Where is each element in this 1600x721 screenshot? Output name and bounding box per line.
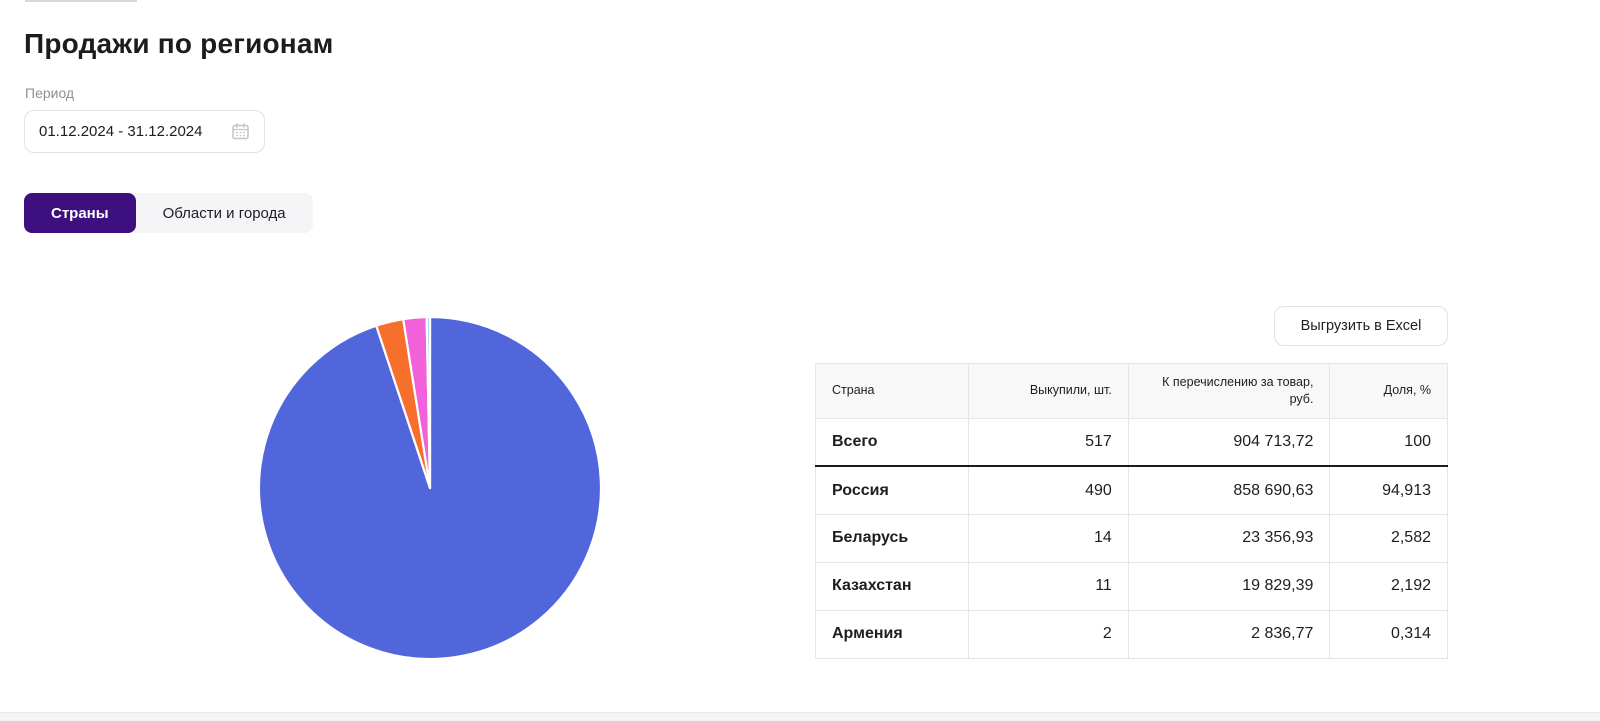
cell-share: 2,582 (1329, 513, 1448, 563)
table-row: Казахстан 11 19 829,39 2,192 (815, 561, 1448, 611)
cell-qty: 14 (967, 513, 1129, 563)
tab-regions-cities[interactable]: Области и города (136, 193, 313, 233)
cell-country: Беларусь (815, 513, 969, 563)
pie-slice-3[interactable] (425, 315, 432, 490)
cell-qty: 490 (967, 465, 1129, 515)
column-header-share-pct: Доля, % (1329, 363, 1448, 419)
cell-amount: 904 713,72 (1127, 417, 1331, 468)
cell-share: 0,314 (1329, 609, 1448, 659)
period-date-range-value: 01.12.2024 - 31.12.2024 (39, 123, 203, 140)
export-excel-button[interactable]: Выгрузить в Excel (1274, 306, 1448, 346)
cell-qty: 2 (967, 609, 1129, 659)
cell-country: Казахстан (815, 561, 969, 611)
period-date-range-input[interactable]: 01.12.2024 - 31.12.2024 (24, 110, 265, 153)
cell-amount: 858 690,63 (1127, 465, 1331, 515)
cell-country: Армения (815, 609, 969, 659)
column-header-amount-rub: К перечислению за товар, руб. (1127, 363, 1331, 419)
cell-share: 2,192 (1329, 561, 1448, 611)
table-row: Беларусь 14 23 356,93 2,582 (815, 513, 1448, 563)
table-row: Россия 490 858 690,63 94,913 (815, 465, 1448, 515)
cell-amount: 23 356,93 (1127, 513, 1331, 563)
sales-share-pie-chart (256, 314, 604, 662)
cell-country: Россия (815, 465, 969, 515)
table-row: Армения 2 2 836,77 0,314 (815, 609, 1448, 659)
cell-share: 94,913 (1329, 465, 1448, 515)
calendar-icon[interactable] (230, 121, 251, 142)
column-header-country: Страна (815, 363, 969, 419)
cell-country: Всего (815, 417, 969, 468)
column-header-purchased-qty: Выкупили, шт. (967, 363, 1129, 419)
sales-by-country-table: Страна Выкупили, шт. К перечислению за т… (815, 363, 1448, 659)
cell-amount: 19 829,39 (1127, 561, 1331, 611)
top-divider-fragment (25, 0, 137, 2)
cell-qty: 517 (967, 417, 1129, 468)
table-header-row: Страна Выкупили, шт. К перечислению за т… (815, 363, 1448, 419)
page-title: Продажи по регионам (24, 28, 334, 59)
cell-amount: 2 836,77 (1127, 609, 1331, 659)
period-label: Период (25, 85, 75, 101)
cell-share: 100 (1329, 417, 1448, 468)
cell-qty: 11 (967, 561, 1129, 611)
table-row-total: Всего 517 904 713,72 100 (815, 417, 1448, 468)
bottom-section-edge (0, 712, 1600, 721)
table-body: Всего 517 904 713,72 100 Россия 490 858 690,63… (815, 417, 1448, 659)
tab-countries[interactable]: Страны (24, 193, 136, 233)
region-type-tabs: Страны Области и города (24, 193, 313, 233)
